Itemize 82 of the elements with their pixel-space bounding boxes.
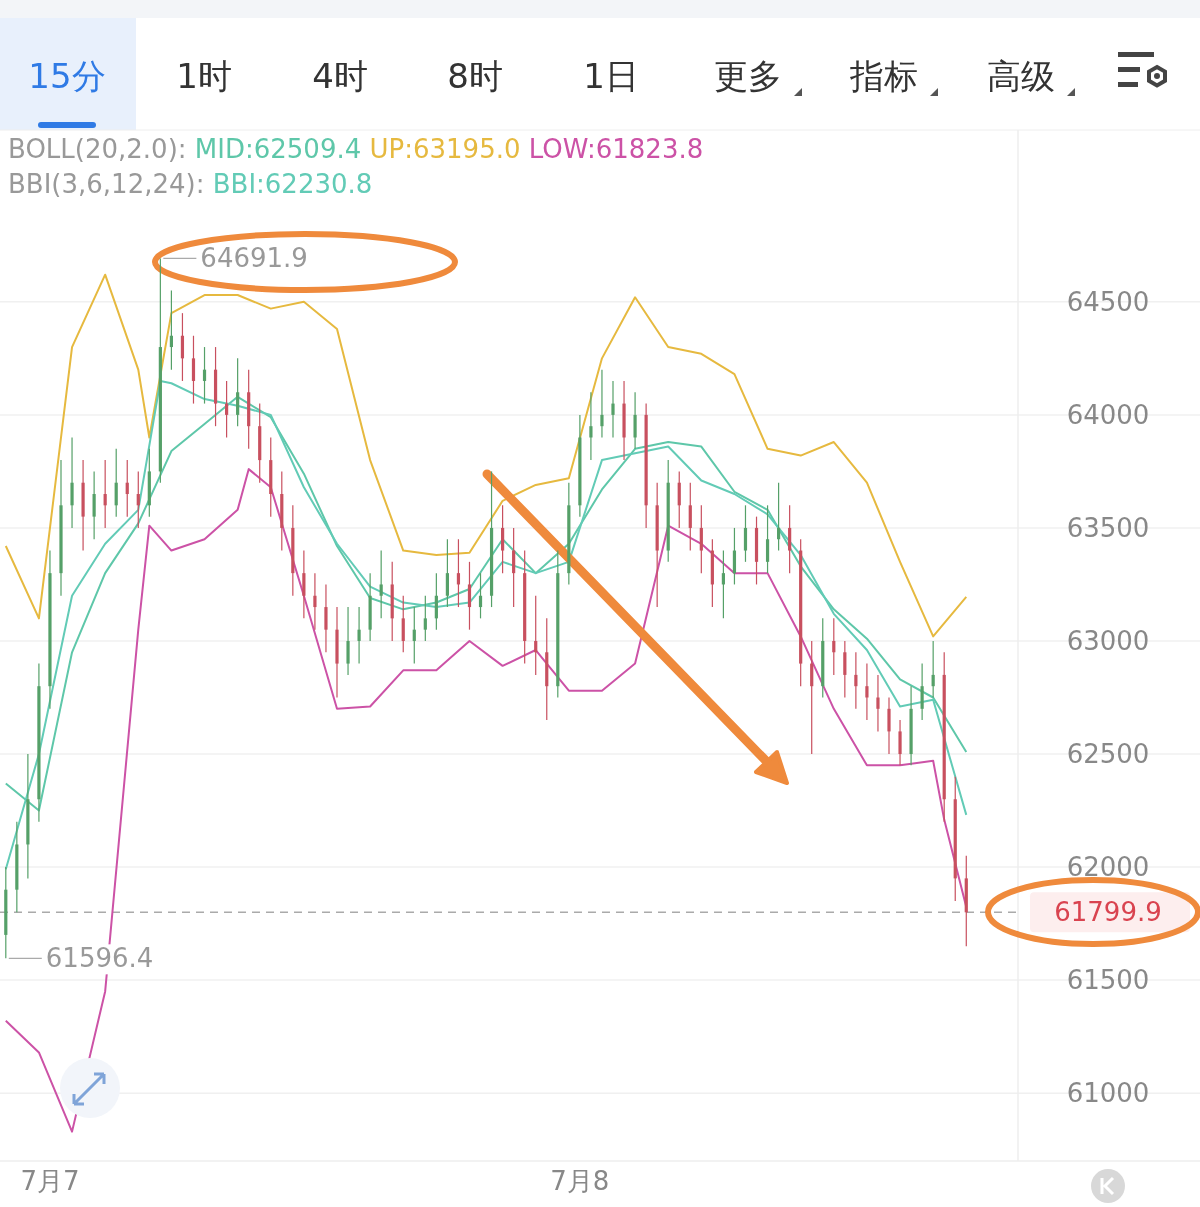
y-tick-label: 64500: [1066, 286, 1150, 317]
candlestick: [931, 640, 935, 699]
annotation: 64691.9: [200, 243, 308, 274]
candlestick: [136, 470, 140, 529]
annotation: BBI(3,6,12,24):: [8, 169, 213, 199]
line-series: [4, 468, 968, 1133]
candlestick: [854, 651, 858, 710]
candlestick: [478, 572, 483, 619]
candlestick: [346, 606, 350, 676]
candlestick: [169, 289, 173, 371]
candlestick: [401, 595, 405, 653]
candlestick: [810, 640, 814, 755]
candlestick: [512, 527, 516, 608]
text: 4时: [312, 56, 368, 96]
candlestick: [92, 470, 96, 540]
candlestick: [445, 538, 449, 608]
candlestick: [125, 459, 129, 518]
line-series: [4, 379, 968, 871]
candlestick: [379, 549, 383, 619]
y-tick-label: 62500: [1066, 739, 1150, 770]
candlestick: [114, 448, 118, 518]
text: 指标: [849, 56, 918, 96]
candlestick: [898, 719, 902, 766]
y-tick-label: 61000: [1066, 1078, 1150, 1109]
candlestick: [103, 459, 107, 529]
annotation: BOLL(20,2.0):: [8, 134, 195, 164]
text: 15分: [28, 56, 106, 96]
candlestick: [677, 470, 681, 529]
y-tick-label: 62000: [1066, 852, 1150, 883]
text: MID:62509.4: [194, 134, 370, 164]
text: BBI:62230.8: [212, 169, 373, 199]
candlestick: [743, 504, 748, 563]
y-tick-label: 63000: [1066, 625, 1150, 656]
candlestick: [180, 312, 185, 382]
candlestick: [732, 527, 737, 586]
candlestick: [501, 504, 505, 574]
candlestick: [302, 549, 306, 619]
text: 1日: [583, 56, 639, 96]
candlestick: [202, 346, 207, 405]
candlestick: [699, 504, 703, 574]
candlestick: [313, 572, 317, 631]
text: UP:63195.0: [369, 134, 529, 164]
candlestick: [434, 572, 438, 631]
candlestick: [777, 482, 781, 552]
candlestick: [832, 617, 836, 676]
candlestick: [225, 380, 229, 439]
text: 8时: [447, 56, 503, 96]
text: 1时: [176, 56, 232, 96]
candlestick: [920, 662, 924, 721]
candlestick: [423, 595, 427, 642]
candlestick: [611, 380, 615, 439]
candlestick: [887, 696, 891, 755]
candlestick: [865, 662, 869, 721]
x-tick-label: 7月8: [550, 1166, 610, 1196]
candlestick: [600, 369, 604, 439]
candlestick: [534, 595, 538, 676]
candlestick: [843, 640, 847, 699]
candlestick: [236, 357, 240, 427]
candlestick: [412, 606, 416, 665]
text: LOW:61823.8: [528, 134, 704, 164]
candlestick: [191, 335, 196, 405]
candlestick: [589, 391, 593, 461]
text: 更多: [714, 56, 782, 96]
y-tick-label: 64000: [1066, 399, 1150, 430]
ref-line-label: 61799.9: [1054, 897, 1162, 928]
candlestick: [788, 504, 792, 574]
x-tick-label: 7月7: [20, 1166, 80, 1196]
candlestick: [721, 549, 725, 619]
text: 高级: [987, 56, 1055, 96]
line-series: [4, 273, 968, 638]
candlestick: [70, 436, 74, 529]
candlestick: [633, 391, 637, 450]
candlestick: [467, 561, 472, 631]
candlestick: [456, 538, 461, 608]
y-tick-label: 61500: [1066, 965, 1150, 996]
candlestick: [688, 482, 692, 552]
candlestick: [324, 583, 328, 653]
annotation: 61596.4: [45, 943, 154, 974]
y-tick-label: 63500: [1066, 512, 1150, 543]
candlestick: [876, 674, 880, 733]
candlestick: [765, 504, 770, 574]
candlestick: [357, 606, 361, 665]
